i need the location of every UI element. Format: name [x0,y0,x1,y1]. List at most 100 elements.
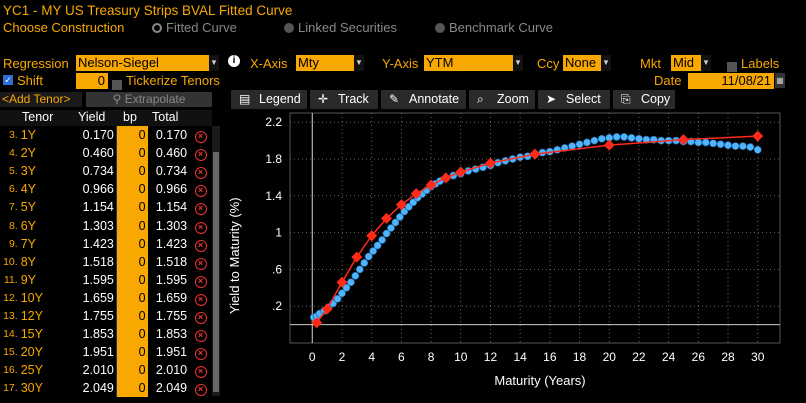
xaxis-dropdown[interactable]: Mty ▼ [296,55,364,71]
info-icon[interactable]: i [228,55,240,67]
yield-cell[interactable]: 1.423 [64,234,117,253]
yield-cell[interactable]: 0.170 [64,126,117,145]
table-row[interactable]: 9. 7Y 1.423 0 1.423 × [0,234,212,253]
table-row[interactable]: 6. 4Y 0.966 0 0.966 × [0,180,212,199]
table-row[interactable]: 7. 5Y 1.154 0 1.154 × [0,198,212,217]
tenor-cell[interactable]: 3Y [20,164,36,179]
yaxis-dropdown[interactable]: YTM ▼ [424,55,523,71]
bp-input[interactable]: 0 [116,126,148,145]
table-row[interactable]: 11. 9Y 1.595 0 1.595 × [0,270,212,289]
bp-input[interactable]: 0 [116,198,148,217]
ccy-dropdown[interactable]: None ▼ [563,55,611,71]
tenor-cell[interactable]: 7Y [20,236,36,251]
bp-input[interactable]: 0 [116,361,148,380]
table-scrollbar[interactable] [212,126,220,396]
zoom-button[interactable]: ⌕ Zoom [469,90,535,109]
bp-input[interactable]: 0 [116,144,148,163]
bp-input[interactable]: 0 [116,379,148,398]
tickerize-checkbox[interactable] [112,76,122,91]
bp-input[interactable]: 0 [116,325,148,344]
table-row[interactable]: 14. 15Y 1.853 0 1.853 × [0,325,212,344]
delete-row-button[interactable]: × [189,216,212,234]
table-row[interactable]: 12. 10Y 1.659 0 1.659 × [0,288,212,307]
date-input[interactable]: 11/08/21 [688,73,774,89]
calendar-icon[interactable]: ▦ [775,73,785,88]
yield-cell[interactable]: 1.659 [64,288,117,307]
yield-cell[interactable]: 2.049 [64,379,117,398]
tenor-cell[interactable]: 5Y [20,200,36,215]
yield-cell[interactable]: 1.853 [64,325,117,344]
radio-linked-securities[interactable]: Linked Securities [284,20,397,35]
bp-input[interactable]: 0 [116,162,148,181]
tenor-cell[interactable]: 10Y [20,290,43,305]
tenor-cell[interactable]: 15Y [20,327,43,342]
copy-button[interactable]: ⎘ Copy [613,90,675,109]
radio-fitted-curve[interactable]: Fitted Curve [152,20,237,35]
extrapolate-button[interactable]: ⚲ Extrapolate [86,92,212,107]
delete-row-button[interactable]: × [189,253,212,271]
labels-checkbox[interactable] [727,58,737,73]
yield-cell[interactable]: 2.010 [64,361,117,380]
bp-input[interactable]: 0 [116,216,148,235]
bp-input[interactable]: 0 [116,306,148,326]
tenor-cell[interactable]: 20Y [20,345,43,360]
delete-row-button[interactable]: × [189,180,212,198]
yield-cell[interactable]: 1.303 [64,216,117,235]
delete-row-button[interactable]: × [189,343,212,361]
tenor-cell[interactable]: 8Y [20,254,36,269]
delete-row-button[interactable]: × [189,289,212,307]
legend-button[interactable]: ▤ Legend [231,90,307,109]
yield-cell[interactable]: 1.154 [64,198,117,217]
tenor-cell[interactable]: 1Y [20,128,36,143]
table-row[interactable]: 5. 3Y 0.734 0 0.734 × [0,162,212,181]
table-row[interactable]: 13. 12Y 1.755 0 1.755 × [0,306,212,326]
yield-curve-chart[interactable]: Yield to Maturity (%) Maturity (Years) .… [222,109,806,403]
shift-input[interactable]: 0 [76,73,108,89]
mkt-dropdown[interactable]: Mid ▼ [671,55,711,71]
bp-input[interactable]: 0 [116,180,148,199]
bp-input[interactable]: 0 [116,343,148,362]
table-row[interactable]: 15. 20Y 1.951 0 1.951 × [0,343,212,362]
yield-cell[interactable]: 0.966 [64,180,117,199]
delete-row-button[interactable]: × [189,235,212,253]
delete-row-button[interactable]: × [189,198,212,216]
tenor-cell[interactable]: 6Y [20,218,36,233]
delete-row-button[interactable]: × [189,162,212,180]
yield-cell[interactable]: 0.460 [64,144,117,163]
yield-cell[interactable]: 1.518 [64,252,117,271]
bp-input[interactable]: 0 [116,252,148,271]
table-row[interactable]: 17. 30Y 2.049 0 2.049 × [0,379,212,398]
table-row[interactable]: 8. 6Y 1.303 0 1.303 × [0,216,212,235]
tenor-cell[interactable]: 30Y [20,381,43,396]
radio-benchmark-curve[interactable]: Benchmark Curve [435,20,553,35]
delete-row-button[interactable]: × [189,379,212,397]
yield-cell[interactable]: 1.951 [64,343,117,362]
yield-cell[interactable]: 0.734 [64,162,117,181]
tenor-cell[interactable]: 4Y [20,182,36,197]
table-row[interactable]: 3. 1Y 0.170 0 0.170 × [0,126,212,145]
delete-row-button[interactable]: × [189,144,212,162]
table-row[interactable]: 16. 25Y 2.010 0 2.010 × [0,361,212,380]
bp-input[interactable]: 0 [116,270,148,289]
bp-input[interactable]: 0 [116,288,148,307]
delete-row-button[interactable]: × [189,361,212,379]
select-button[interactable]: ➤ Select [538,90,610,109]
scrollbar-thumb[interactable] [213,152,219,392]
delete-row-button[interactable]: × [189,271,212,289]
regression-dropdown[interactable]: Nelson-Siegel ▼ [76,55,219,71]
delete-row-button[interactable]: × [189,307,212,325]
delete-row-button[interactable]: × [189,325,212,343]
track-button[interactable]: ✛ Track [310,90,378,109]
bp-input[interactable]: 0 [116,234,148,253]
tenor-cell[interactable]: 9Y [20,272,36,287]
yield-cell[interactable]: 1.755 [64,306,117,326]
add-tenor-input[interactable]: <Add Tenor> [0,92,82,107]
shift-checkbox[interactable]: ✓ [3,75,13,85]
delete-row-button[interactable]: × [189,126,212,144]
tenor-cell[interactable]: 25Y [20,363,43,378]
tenor-cell[interactable]: 2Y [20,146,36,161]
yield-cell[interactable]: 1.595 [64,270,117,289]
table-row[interactable]: 10. 8Y 1.518 0 1.518 × [0,252,212,271]
tenor-cell[interactable]: 12Y [20,308,43,323]
annotate-button[interactable]: ✎ Annotate [381,90,466,109]
